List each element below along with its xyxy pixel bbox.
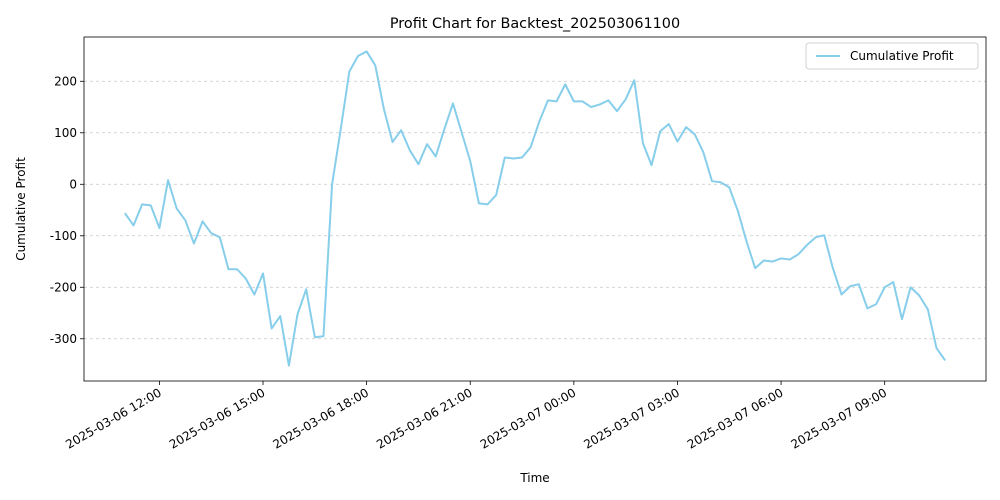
- x-axis-label: Time: [519, 471, 549, 485]
- y-axis-label: Cumulative Profit: [14, 157, 28, 261]
- y-tick-label: 0: [69, 177, 77, 191]
- legend-label: Cumulative Profit: [850, 49, 954, 63]
- profit-line: [124, 50, 946, 367]
- y-tick-label: 200: [54, 74, 77, 88]
- plot-frame: [83, 36, 987, 382]
- chart-title: Profit Chart for Backtest_202503061100: [390, 16, 680, 32]
- y-tick-label: -300: [50, 332, 77, 346]
- legend-box: [805, 42, 979, 70]
- y-tick-label: 100: [54, 126, 77, 140]
- y-tick-label: -200: [50, 280, 77, 294]
- y-tick-label: -100: [50, 229, 77, 243]
